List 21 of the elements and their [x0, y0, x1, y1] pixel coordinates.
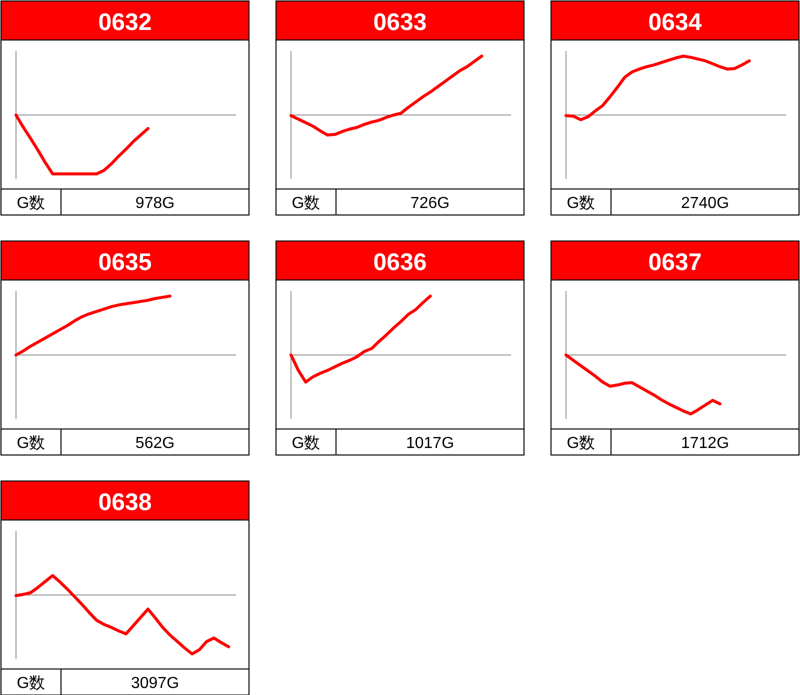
text: G数	[16, 675, 46, 692]
text: 1712G	[680, 435, 730, 452]
text: G数	[16, 435, 46, 452]
chart-title: 0637	[648, 249, 702, 276]
text: 726G	[410, 195, 450, 212]
text: G数	[292, 195, 320, 212]
text: G数	[292, 435, 320, 452]
chart-title: 0638	[98, 489, 152, 516]
text: 978G	[135, 195, 175, 212]
chart-title: 0632	[98, 9, 152, 36]
text: G数	[16, 195, 46, 212]
text: 562G	[135, 435, 175, 452]
chart-title: 0636	[373, 249, 427, 276]
text: 1017G	[406, 435, 454, 452]
text: G数	[566, 195, 596, 212]
chart-title: 0635	[98, 249, 152, 276]
chart-title: 0634	[648, 9, 702, 36]
text: 3097G	[130, 675, 180, 692]
text: G数	[566, 435, 596, 452]
chart-title: 0633	[373, 9, 427, 36]
text: 2740G	[680, 195, 730, 212]
